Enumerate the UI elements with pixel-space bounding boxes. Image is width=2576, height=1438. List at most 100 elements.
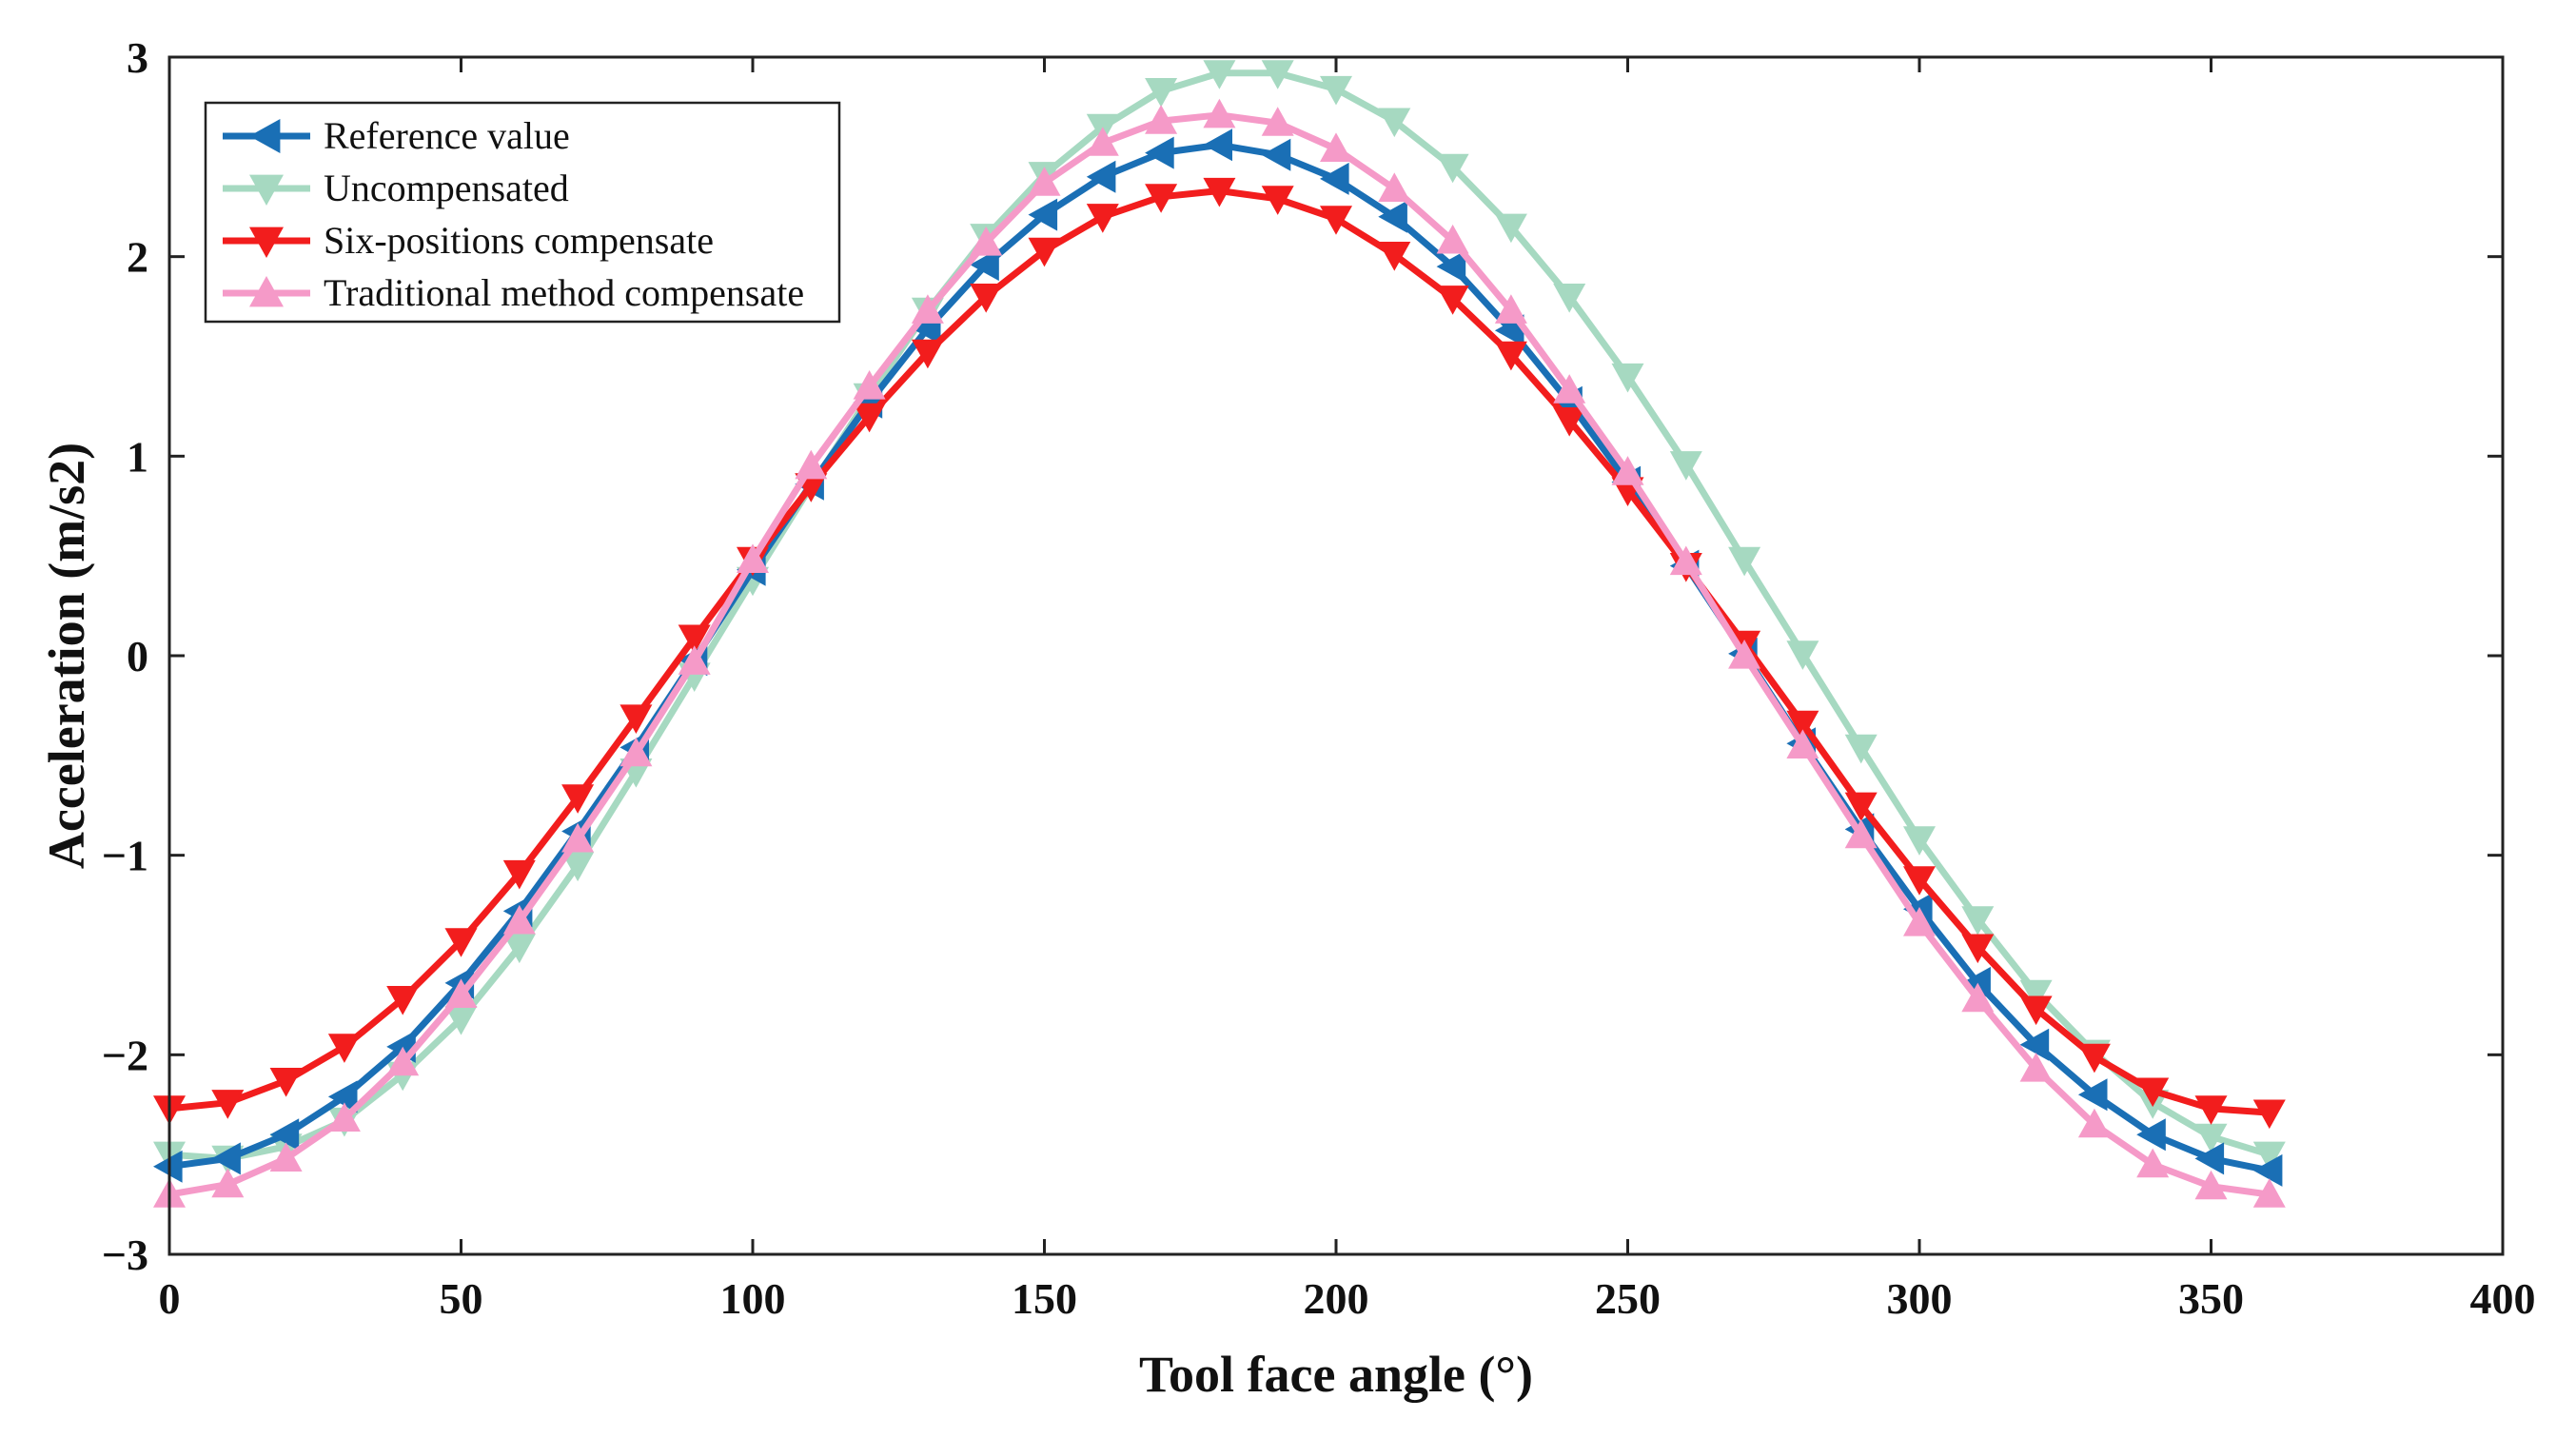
data-point [911, 294, 944, 324]
x-tick-label: 50 [440, 1274, 483, 1323]
legend-item-reference-value: Reference value [223, 114, 570, 157]
data-point [211, 1090, 245, 1119]
series-traditional-method-compensate [153, 98, 2286, 1208]
legend-label: Uncompensated [324, 167, 569, 209]
data-point [1961, 906, 1995, 936]
data-point [1669, 451, 1702, 481]
data-point [1844, 818, 1878, 849]
y-tick-label: 1 [127, 432, 148, 481]
data-point [2136, 1148, 2170, 1178]
data-point [1436, 224, 1469, 254]
data-point [1261, 107, 1294, 136]
data-point [444, 928, 478, 957]
data-point [970, 248, 999, 282]
data-point [737, 543, 769, 573]
data-point [1320, 132, 1352, 162]
y-tick-label: −1 [102, 832, 148, 880]
data-point [1553, 374, 1586, 404]
data-point [1786, 729, 1819, 758]
data-point [386, 1046, 420, 1076]
data-point [1145, 78, 1178, 108]
data-point [502, 934, 536, 964]
data-point [561, 852, 595, 882]
data-point [444, 978, 478, 1008]
data-point [1728, 640, 1761, 669]
data-point [211, 1168, 245, 1198]
data-point [327, 1034, 361, 1063]
data-point [678, 645, 711, 675]
data-point [2019, 1028, 2050, 1061]
data-point [153, 1150, 183, 1183]
data-point [2136, 1118, 2166, 1152]
data-point [386, 986, 420, 1015]
data-point [1378, 200, 1407, 233]
data-point [1086, 160, 1116, 193]
legend-label: Traditional method compensate [324, 271, 804, 314]
data-point [327, 1102, 361, 1132]
data-point [2194, 1123, 2228, 1153]
data-point [1903, 907, 1936, 936]
x-tick-label: 100 [720, 1274, 786, 1323]
data-point [1320, 162, 1349, 195]
data-point [1611, 363, 1644, 393]
data-point [1320, 206, 1352, 235]
data-point [502, 904, 536, 935]
x-tick-label: 300 [1887, 1274, 1953, 1323]
legend-label: Reference value [324, 114, 570, 157]
data-point [1844, 734, 1878, 764]
y-tick-label: 3 [127, 33, 148, 82]
x-axis-title: Tool face angle (°) [1139, 1346, 1533, 1403]
data-point [561, 822, 595, 853]
data-point [1145, 184, 1178, 213]
y-tick-label: −2 [102, 1031, 148, 1079]
series-six-positions-compensate [153, 177, 2286, 1130]
legend-label: Six-positions compensate [324, 219, 714, 262]
y-tick-label: 2 [127, 233, 148, 282]
data-point [795, 449, 828, 480]
data-point [1494, 341, 1527, 371]
data-point [2252, 1141, 2286, 1172]
data-point [269, 1068, 303, 1097]
data-point [1436, 153, 1469, 184]
x-tick-labels: 0 50 100 150 200 250 300 350 400 [159, 1274, 2536, 1323]
data-point [1786, 710, 1819, 740]
data-point [853, 370, 886, 400]
data-point [2019, 995, 2053, 1026]
data-point [1961, 934, 1995, 964]
data-point [1553, 284, 1586, 313]
data-point [1961, 982, 1995, 1013]
data-point [2252, 1153, 2283, 1187]
tick-layer [167, 55, 2505, 1256]
legend-marker [249, 227, 284, 258]
data-point [678, 624, 711, 655]
data-point [1320, 75, 1352, 106]
data-point [2077, 1043, 2111, 1074]
data-point [1028, 237, 1061, 267]
data-point [1261, 60, 1294, 89]
data-point [1728, 546, 1761, 577]
x-tick-label: 150 [1012, 1274, 1077, 1323]
data-point [1786, 640, 1819, 670]
data-point [1903, 826, 1936, 856]
legend-box [204, 101, 841, 324]
legend-marker [249, 174, 284, 206]
data-point [1203, 60, 1236, 89]
x-tick-label: 350 [2178, 1274, 2244, 1323]
data-point [1028, 167, 1061, 196]
data-point [1378, 242, 1411, 271]
data-point [444, 1006, 478, 1035]
data-point [1903, 866, 1936, 896]
data-point [1436, 250, 1466, 284]
data-point [1086, 127, 1119, 156]
x-tick-label: 250 [1595, 1274, 1661, 1323]
x-tick-label: 0 [159, 1274, 181, 1323]
data-point [2019, 1053, 2053, 1082]
data-point [970, 284, 1003, 313]
data-point [2194, 1170, 2228, 1200]
data-point [2136, 1077, 2170, 1108]
data-point [269, 1118, 300, 1152]
data-point [1844, 792, 1878, 822]
data-point [2019, 979, 2053, 1010]
data-point [911, 339, 944, 369]
